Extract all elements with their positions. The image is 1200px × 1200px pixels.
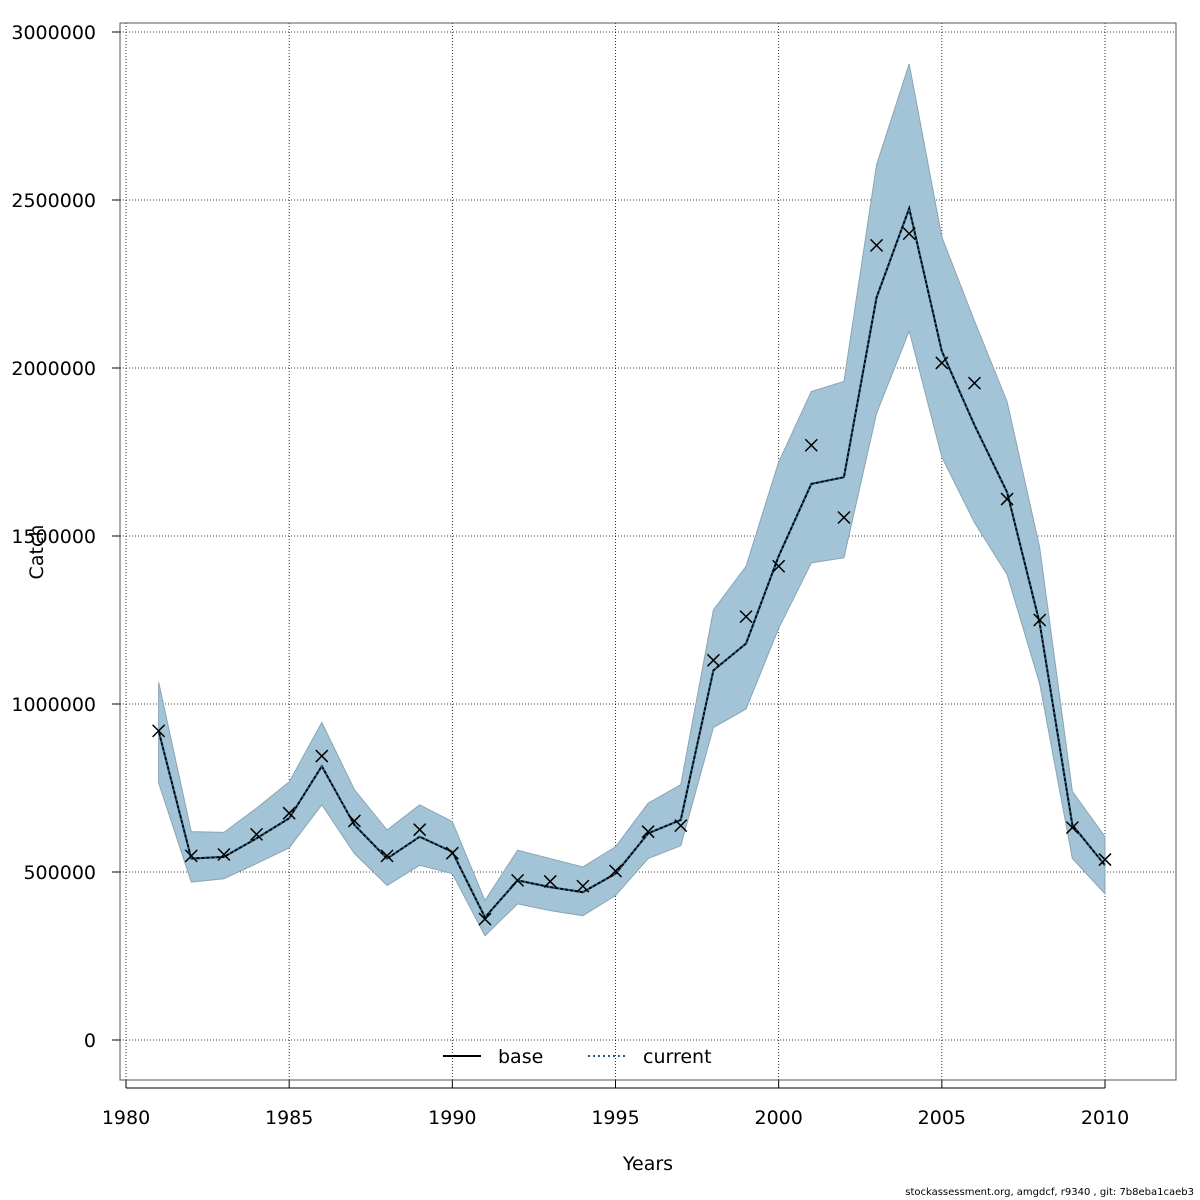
observed-point (1098, 853, 1112, 867)
observed-point (250, 827, 264, 841)
footer-note: stockassessment.org, amgdcf, r9340 , git… (905, 1187, 1194, 1198)
legend: base current (443, 1046, 712, 1068)
plot-frame (119, 22, 1177, 1081)
observed-point (152, 724, 166, 738)
y-axis-title: Catch (26, 525, 48, 580)
observed-point (315, 749, 329, 763)
x-tick-label: 2000 (754, 1107, 802, 1129)
observed-point (1000, 492, 1014, 506)
observed-point (184, 849, 198, 863)
observed-point (445, 846, 459, 860)
y-tick-label: 2500000 (11, 190, 96, 212)
y-tick-label: 0 (84, 1030, 96, 1052)
confidence-band (158, 63, 1106, 937)
observed-point (478, 912, 492, 926)
observed-point (217, 847, 231, 862)
y-tick-label: 500000 (23, 862, 96, 884)
observed-markers (152, 227, 1112, 926)
observed-point (576, 879, 590, 893)
observed-point (935, 356, 949, 370)
observed-point (772, 559, 786, 573)
observed-point (739, 610, 753, 624)
x-tick-label: 1985 (265, 1107, 313, 1129)
observed-point (347, 814, 361, 828)
observed-point (608, 864, 623, 878)
observed-point (282, 806, 296, 820)
legend-label-base: base (498, 1046, 543, 1068)
observed-point (641, 825, 655, 839)
observed-point (967, 376, 981, 390)
observed-point (380, 849, 394, 863)
legend-label-current: current (643, 1046, 712, 1068)
observed-point (1065, 821, 1079, 835)
observed-point (870, 238, 884, 252)
x-tick-label: 2010 (1081, 1107, 1129, 1129)
observed-point (837, 510, 851, 525)
y-tick-label: 1500000 (11, 526, 96, 548)
series-line-current (157, 204, 1106, 920)
x-tick-label: 1995 (591, 1107, 639, 1129)
x-axis-title: Years (622, 1153, 673, 1175)
x-tick-label: 1980 (102, 1107, 150, 1129)
observed-point (674, 819, 688, 833)
observed-point (543, 874, 557, 888)
observed-point (804, 438, 818, 452)
series-lines (157, 204, 1106, 920)
y-tick-label: 3000000 (11, 22, 96, 44)
axes: 1980 1985 1990 1995 2000 2005 2010 0 500000 10000… (11, 22, 1129, 1129)
observed-point (511, 873, 525, 887)
observed-point (902, 227, 916, 241)
grid (120, 23, 1176, 1080)
observed-point (413, 823, 427, 837)
observed-point (706, 653, 720, 667)
confidence-band-area (158, 63, 1106, 937)
y-tick-label: 2000000 (11, 358, 96, 380)
x-tick-label: 1990 (428, 1107, 476, 1129)
y-tick-label: 1000000 (11, 694, 96, 716)
x-tick-label: 2005 (918, 1107, 966, 1129)
observed-point (1033, 613, 1047, 627)
